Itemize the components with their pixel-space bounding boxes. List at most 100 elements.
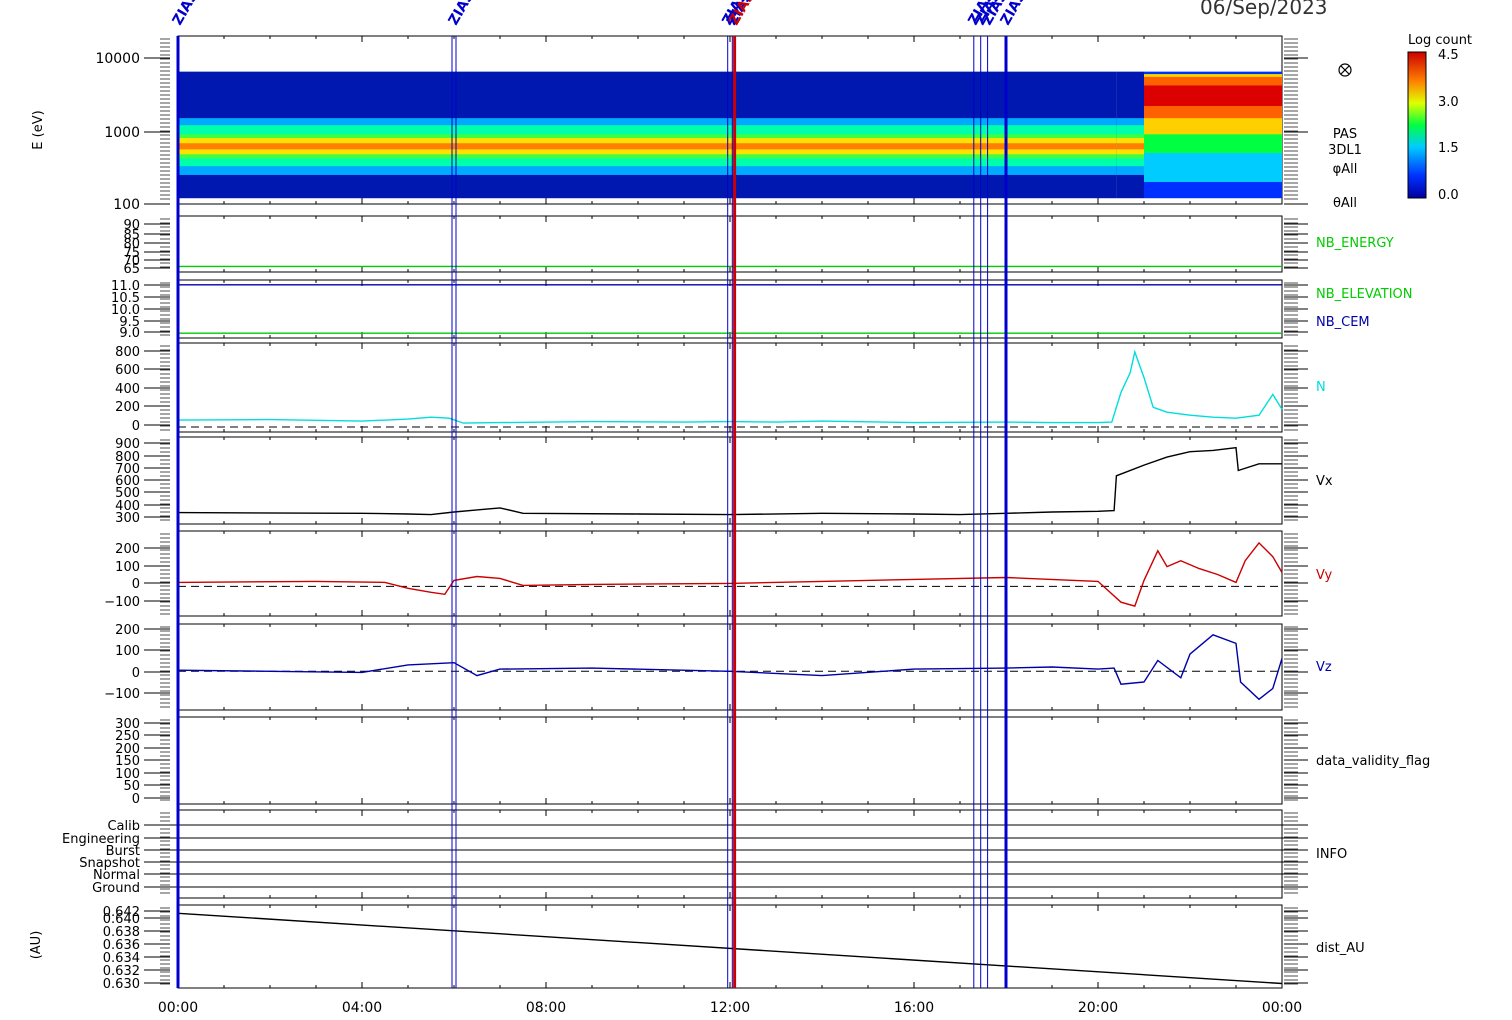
panel-info: CalibEngineeringBurstSnapshotNormalGroun… bbox=[62, 809, 1347, 899]
series-label: NB_ELEVATION bbox=[1316, 287, 1413, 302]
panel-spectrogram: 10000 1000 100 bbox=[95, 35, 1308, 213]
spec-band bbox=[546, 143, 730, 150]
colorbar-tick-label: 0.0 bbox=[1438, 188, 1459, 203]
time-tick-label: 12:00 bbox=[710, 1000, 750, 1016]
panel-vz: 200 100 0 −100 Vz bbox=[104, 623, 1332, 711]
series-label: dist_AU bbox=[1316, 941, 1365, 956]
series-group bbox=[178, 284, 1282, 334]
series-line-vz bbox=[177, 634, 1283, 701]
date-title: 06/Sep/2023 bbox=[1200, 0, 1328, 19]
series-label: Vz bbox=[1316, 660, 1332, 675]
panel-frame bbox=[177, 809, 1283, 899]
y-tick-label: 0.640 bbox=[103, 912, 140, 927]
y-tick-label: 10.5 bbox=[111, 291, 140, 306]
series-group bbox=[177, 541, 1283, 607]
spec-band bbox=[1190, 85, 1236, 106]
y-tick-label: 250 bbox=[115, 729, 140, 744]
energy-axis-label: E (eV) bbox=[31, 110, 46, 149]
y-tick-label: 11.0 bbox=[111, 279, 140, 294]
time-tick-label: 00:00 bbox=[1262, 1000, 1302, 1016]
series-group bbox=[177, 349, 1283, 428]
y-tick-label: 85 bbox=[123, 228, 140, 243]
y-tick-label: 0 bbox=[132, 577, 140, 592]
y-tick-label: 0.632 bbox=[103, 964, 140, 979]
y-tick-label: 80 bbox=[123, 237, 140, 252]
panel-frame bbox=[177, 215, 1283, 273]
y-tick-label: 0.636 bbox=[103, 938, 140, 953]
event-marker-label: ZIAS bbox=[446, 0, 478, 28]
distance-axis-label: (AU) bbox=[29, 931, 44, 960]
y-tick-label: 65 bbox=[123, 262, 140, 277]
y-tick-label: 500 bbox=[115, 486, 140, 501]
spec-band bbox=[1006, 143, 1098, 150]
y-tick-label: 300 bbox=[115, 511, 140, 526]
time-tick-label: 04:00 bbox=[342, 1000, 382, 1016]
spec-band bbox=[178, 143, 362, 150]
y-tick-label: 800 bbox=[115, 450, 140, 465]
series-line-vx bbox=[177, 446, 1282, 516]
spec-band bbox=[1236, 85, 1282, 106]
spec-band bbox=[408, 143, 454, 150]
phi-label: φAll bbox=[1333, 162, 1358, 177]
colorbar-title: Log count bbox=[1408, 33, 1472, 48]
y-tick-label: 10000 bbox=[95, 51, 140, 67]
spec-band bbox=[914, 143, 1006, 150]
panel-frame bbox=[177, 716, 1283, 805]
y-tick-label: 0.634 bbox=[103, 951, 140, 966]
y-tick-label: Burst bbox=[106, 844, 140, 859]
spectrogram bbox=[178, 71, 1282, 199]
colorbar-tick-label: 3.0 bbox=[1438, 95, 1459, 110]
colorbar-tick-label: 1.5 bbox=[1438, 141, 1459, 156]
y-tick-label: 0 bbox=[132, 666, 140, 681]
series-label: NB_CEM bbox=[1316, 315, 1370, 330]
series-line-n bbox=[177, 349, 1283, 424]
y-tick-label: 200 bbox=[115, 542, 140, 557]
time-tick-label: 00:00 bbox=[158, 1000, 198, 1016]
instrument-label: PAS bbox=[1333, 127, 1357, 142]
cross-circle-icon bbox=[1338, 63, 1352, 77]
y-tick-label: Ground bbox=[92, 881, 140, 896]
y-tick-label: 200 bbox=[115, 742, 140, 757]
y-tick-label: 100 bbox=[113, 197, 140, 213]
y-tick-label: 400 bbox=[115, 382, 140, 397]
y-tick-label: 200 bbox=[115, 623, 140, 638]
y-tick-label: 0 bbox=[132, 419, 140, 434]
series-label: INFO bbox=[1316, 847, 1347, 862]
y-tick-label: 70 bbox=[123, 254, 140, 269]
info-lines bbox=[144, 824, 1308, 888]
series-line-dist_au bbox=[177, 912, 1283, 985]
event-marker-label: ZIAS bbox=[170, 0, 202, 28]
y-tick-label: 0 bbox=[132, 792, 140, 807]
colorbar-tick-label: 4.5 bbox=[1438, 48, 1459, 63]
y-tick-label: 90 bbox=[123, 218, 140, 233]
y-tick-label: 10.0 bbox=[111, 303, 140, 318]
y-tick-label: 1000 bbox=[104, 125, 140, 141]
panel-nb-elevation-cem: 11.010.510.09.59.0 NB_ELEVATION NB_CEM bbox=[111, 279, 1412, 341]
spec-band bbox=[1144, 85, 1190, 106]
series-label: N bbox=[1316, 380, 1326, 395]
y-tick-label: 9.5 bbox=[119, 315, 140, 330]
y-tick-label: Engineering bbox=[62, 832, 140, 847]
spec-band bbox=[730, 143, 914, 150]
series-group bbox=[177, 912, 1283, 985]
colorbar-gradient bbox=[1407, 51, 1427, 199]
series-label: NB_ENERGY bbox=[1316, 236, 1394, 251]
y-tick-label: 100 bbox=[115, 560, 140, 575]
panel-frame bbox=[177, 342, 1283, 433]
colorbar: Log count 4.5 3.0 1.5 0.0 bbox=[1407, 33, 1472, 203]
y-tick-label: −100 bbox=[104, 687, 140, 702]
y-tick-label: Normal bbox=[93, 868, 140, 883]
y-tick-label: 50 bbox=[123, 779, 140, 794]
time-axis: 00:00 04:00 08:00 12:00 16:00 20:00 00:00 bbox=[158, 1000, 1302, 1016]
product-label: 3DL1 bbox=[1328, 143, 1362, 158]
series-label: data_validity_flag bbox=[1316, 754, 1430, 769]
y-tick-label: 800 bbox=[115, 345, 140, 360]
time-tick-label: 16:00 bbox=[894, 1000, 934, 1016]
series-group bbox=[177, 446, 1282, 516]
spectrogram-right-labels: PAS 3DL1 φAll θAll bbox=[1328, 63, 1362, 211]
panels: 100001000100908580757065NB_ENERGY11.010.… bbox=[62, 35, 1430, 992]
